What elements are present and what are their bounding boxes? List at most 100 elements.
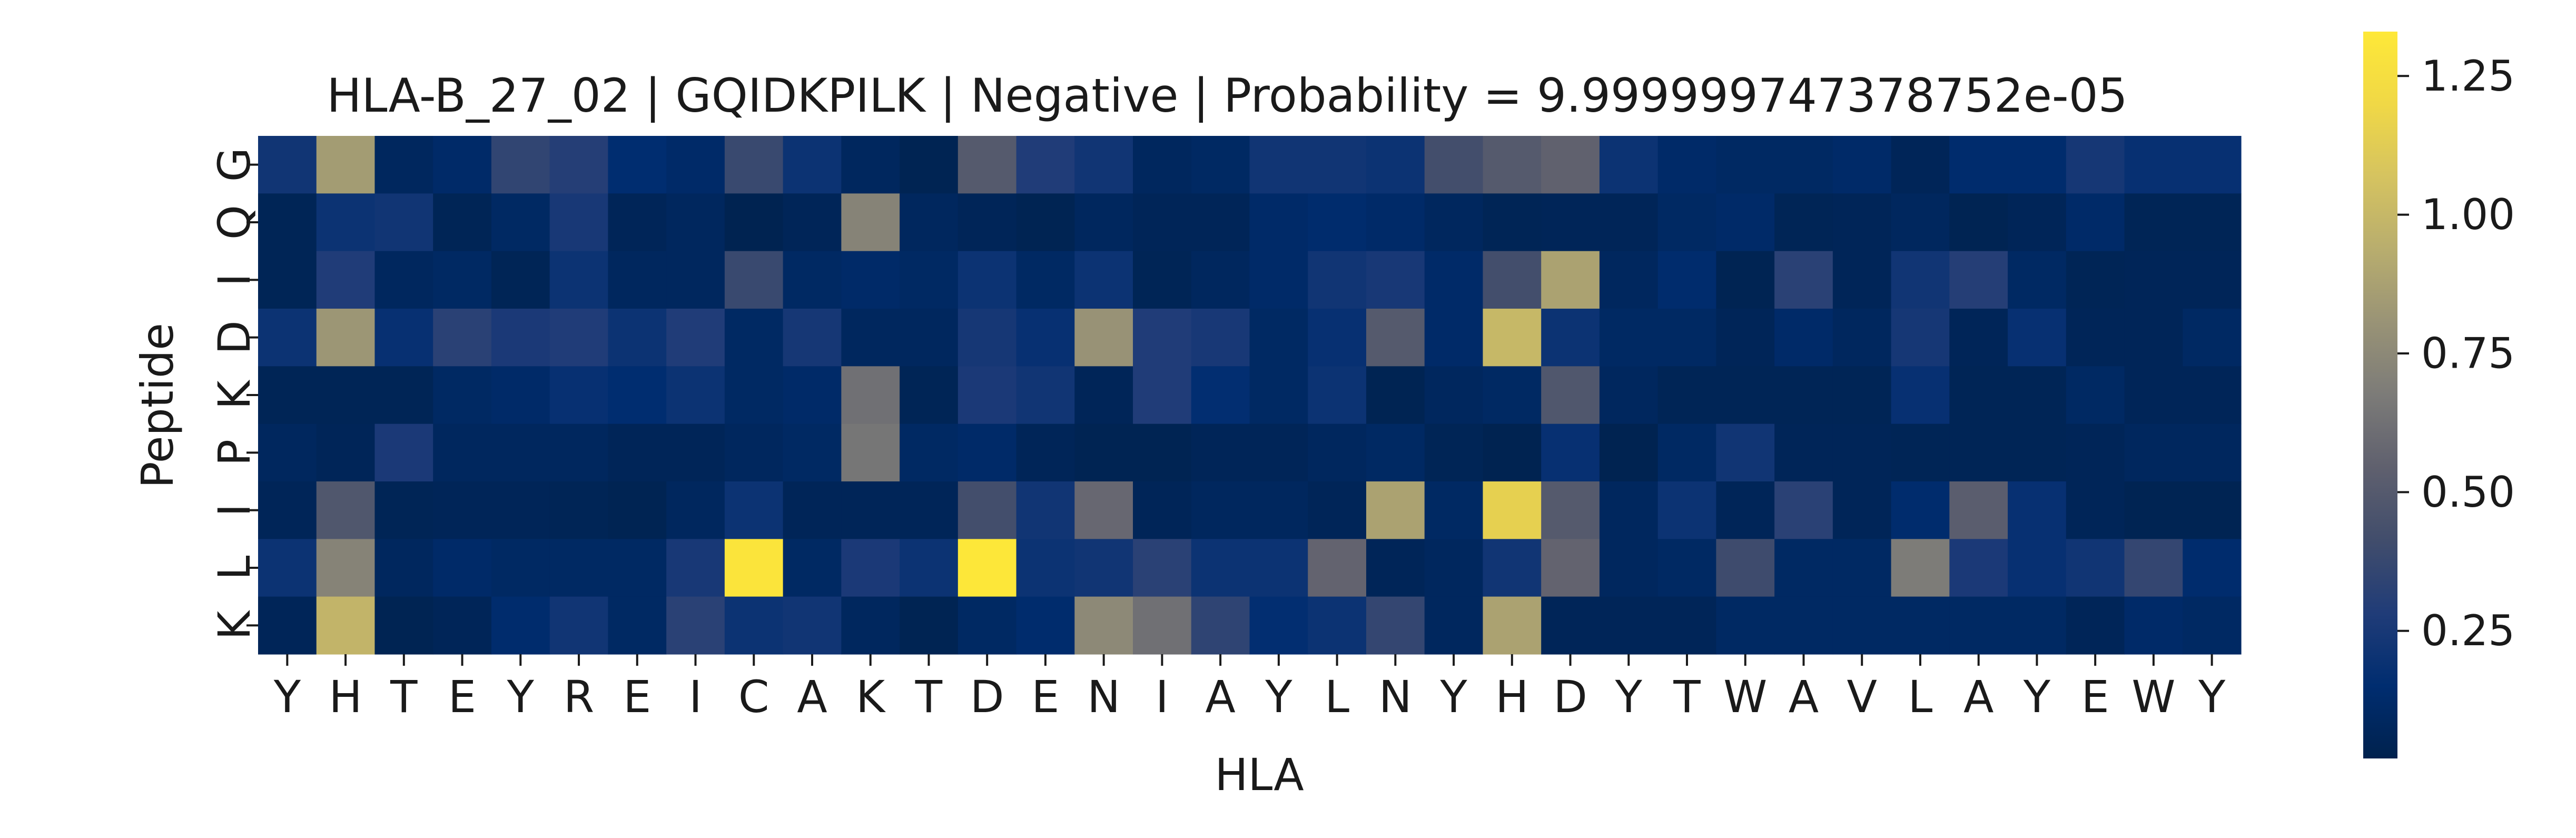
heatmap-cell bbox=[783, 539, 842, 597]
heatmap-cell bbox=[1541, 309, 1600, 367]
heatmap-cell bbox=[783, 309, 842, 367]
x-tick-label: A bbox=[1789, 671, 1819, 723]
heatmap-cell bbox=[258, 423, 317, 482]
heatmap-cell bbox=[958, 539, 1017, 597]
x-tick-label: E bbox=[623, 671, 651, 723]
heatmap-cell bbox=[316, 539, 376, 597]
heatmap-cell bbox=[841, 251, 900, 309]
heatmap-cell bbox=[1774, 481, 1833, 539]
heatmap-cell bbox=[1657, 366, 1716, 425]
heatmap-cell bbox=[1016, 539, 1075, 597]
heatmap-cell bbox=[1424, 193, 1484, 252]
heatmap-cell bbox=[783, 596, 842, 655]
heatmap-cell bbox=[2008, 251, 2067, 309]
heatmap-cell bbox=[958, 366, 1017, 425]
heatmap-cell bbox=[433, 596, 492, 655]
heatmap-cell bbox=[2008, 539, 2067, 597]
heatmap-cell bbox=[1832, 309, 1892, 367]
heatmap-cell bbox=[1483, 136, 1542, 194]
x-tick-label: W bbox=[2131, 671, 2175, 723]
heatmap-cell bbox=[2124, 481, 2183, 539]
heatmap-cell bbox=[1191, 539, 1250, 597]
heatmap-cell bbox=[724, 309, 784, 367]
heatmap-cell bbox=[724, 193, 784, 252]
heatmap-cell bbox=[2008, 193, 2067, 252]
heatmap-cell bbox=[900, 366, 959, 425]
heatmap-cell bbox=[1016, 423, 1075, 482]
heatmap-cell bbox=[1191, 481, 1250, 539]
heatmap-cell bbox=[491, 539, 550, 597]
heatmap-cell bbox=[2124, 596, 2183, 655]
heatmap-cell bbox=[1541, 481, 1600, 539]
heatmap-cell bbox=[841, 539, 900, 597]
heatmap-cell bbox=[1308, 481, 1367, 539]
heatmap-cell bbox=[1541, 136, 1600, 194]
heatmap-cell bbox=[2183, 136, 2242, 194]
colorbar-tick-label: 1.00 bbox=[2421, 190, 2515, 239]
heatmap-cell bbox=[841, 481, 900, 539]
heatmap-cell bbox=[2124, 193, 2183, 252]
heatmap-cell bbox=[1891, 423, 1950, 482]
heatmap-cell bbox=[1249, 309, 1308, 367]
heatmap-cell bbox=[1366, 251, 1425, 309]
heatmap-cell bbox=[1249, 596, 1308, 655]
heatmap-cell bbox=[258, 193, 317, 252]
heatmap-cell bbox=[724, 423, 784, 482]
x-tick-label: I bbox=[1156, 671, 1169, 723]
heatmap-cell bbox=[316, 423, 376, 482]
heatmap-cell bbox=[1949, 309, 2008, 367]
heatmap-cell bbox=[1949, 481, 2008, 539]
heatmap-cell bbox=[1716, 539, 1775, 597]
heatmap-cell bbox=[2066, 481, 2125, 539]
heatmap-cell bbox=[724, 366, 784, 425]
x-tick-label: D bbox=[1553, 671, 1587, 723]
heatmap-cell bbox=[783, 136, 842, 194]
heatmap-cell bbox=[374, 423, 433, 482]
heatmap-cell bbox=[608, 481, 667, 539]
heatmap-cell bbox=[1541, 423, 1600, 482]
heatmap-cell bbox=[491, 136, 550, 194]
y-tick-label: G bbox=[209, 147, 260, 182]
y-tick-label: L bbox=[209, 555, 260, 580]
heatmap-cell bbox=[1366, 596, 1425, 655]
heatmap-cell bbox=[2066, 366, 2125, 425]
heatmap-cell bbox=[1133, 251, 1192, 309]
heatmap-cell bbox=[2183, 309, 2242, 367]
heatmap-cell bbox=[1366, 423, 1425, 482]
heatmap-cell bbox=[2008, 309, 2067, 367]
x-tick-label: T bbox=[1673, 671, 1701, 723]
x-tick-label: C bbox=[738, 671, 769, 723]
heatmap-cell bbox=[258, 136, 317, 194]
heatmap-cell bbox=[724, 481, 784, 539]
heatmap-cell bbox=[1832, 251, 1892, 309]
heatmap-cell bbox=[2066, 539, 2125, 597]
heatmap-cell bbox=[783, 423, 842, 482]
heatmap-cell bbox=[316, 193, 376, 252]
heatmap-cell bbox=[1541, 596, 1600, 655]
heatmap-cell bbox=[374, 309, 433, 367]
heatmap-cell bbox=[1016, 596, 1075, 655]
heatmap-cell bbox=[2124, 423, 2183, 482]
heatmap-cell bbox=[1249, 539, 1308, 597]
heatmap-cell bbox=[1133, 366, 1192, 425]
heatmap-cell bbox=[2066, 596, 2125, 655]
heatmap-cell bbox=[316, 251, 376, 309]
y-axis-ticks: GQIDKPILK bbox=[209, 147, 260, 640]
colorbar bbox=[2363, 32, 2397, 758]
heatmap-cell bbox=[666, 309, 725, 367]
heatmap-cell bbox=[1657, 481, 1716, 539]
heatmap-cell bbox=[491, 366, 550, 425]
heatmap-cell bbox=[608, 423, 667, 482]
colorbar-tick-label: 0.25 bbox=[2421, 606, 2515, 655]
heatmap-cell bbox=[433, 366, 492, 425]
heatmap-cell bbox=[1249, 251, 1308, 309]
heatmap-cell bbox=[1366, 539, 1425, 597]
x-tick-label: N bbox=[1087, 671, 1120, 723]
x-tick-label: H bbox=[329, 671, 362, 723]
x-tick-label: R bbox=[564, 671, 594, 723]
heatmap-cell bbox=[1424, 481, 1484, 539]
heatmap-cell bbox=[1483, 309, 1542, 367]
heatmap-cell bbox=[1074, 481, 1133, 539]
heatmap-cell bbox=[316, 309, 376, 367]
